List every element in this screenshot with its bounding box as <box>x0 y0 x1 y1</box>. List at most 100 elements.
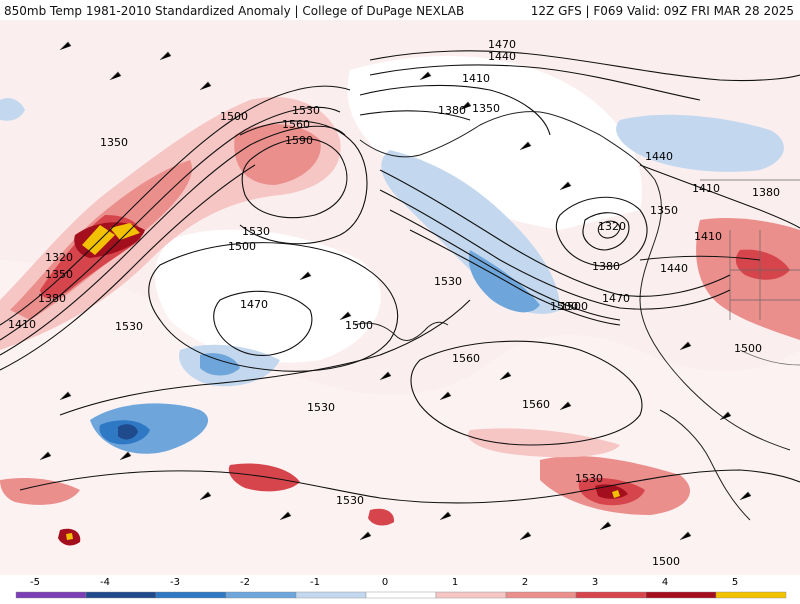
contour-label: 1500 <box>560 300 588 313</box>
colorbar-tick-label: 1 <box>452 577 458 588</box>
contour-label: 1470 <box>602 292 630 305</box>
contour-line <box>389 209 621 321</box>
colorbar-ticks: -5 -4 -3 -2 -1 0 1 2 3 4 5 <box>30 577 738 588</box>
extreme-warm-anomaly <box>66 533 73 540</box>
contour-line <box>379 169 731 297</box>
contour-label: 1500 <box>652 555 680 568</box>
contour-label: 1380 <box>752 186 780 199</box>
contour-label: 1530 <box>292 104 320 117</box>
contour-label: 1560 <box>282 118 310 131</box>
contour-label: 1320 <box>598 220 626 233</box>
contour-label: 1410 <box>694 230 722 243</box>
contour-line <box>59 299 471 416</box>
contour-label: 1350 <box>45 268 73 281</box>
colorbar-segment <box>155 591 227 599</box>
contour-label: 1410 <box>692 182 720 195</box>
contour-label: 1500 <box>734 342 762 355</box>
contour-line <box>639 164 800 229</box>
contour-label: 1350 <box>472 102 500 115</box>
colorbar-tick-label: -2 <box>240 577 250 588</box>
contour-label: 1530 <box>242 225 270 238</box>
contour-label: 1590 <box>285 134 313 147</box>
cold-anomaly-area <box>200 353 240 376</box>
warm-anomaly-area <box>0 478 80 505</box>
border-line <box>739 349 800 366</box>
warm-anomaly-area <box>696 218 800 340</box>
contour-label: 1440 <box>660 262 688 275</box>
contour-label: 1410 <box>462 72 490 85</box>
cold-anomaly-area <box>381 150 560 314</box>
coastline <box>359 111 791 451</box>
contour-line <box>379 189 731 310</box>
colorbar-tick-label: -5 <box>30 577 40 588</box>
contour-label: 1530 <box>575 472 603 485</box>
contour-line <box>359 84 551 136</box>
contour-label: 1440 <box>488 50 516 63</box>
contour-line <box>409 229 621 326</box>
extreme-warm-anomaly <box>82 223 140 255</box>
contour-line <box>359 110 471 121</box>
run-valid-time: 12Z GFS | F069 Valid: 09Z FRI MAR 28 202… <box>530 4 794 18</box>
coastlines <box>354 111 791 521</box>
contour-label: 1470 <box>488 38 516 51</box>
coastline <box>354 321 449 341</box>
anomaly-colorbar: -5 -4 -3 -2 -1 0 1 2 3 4 5 <box>0 575 800 600</box>
colorbar-tick-label: 5 <box>732 577 738 588</box>
warm-anomaly-area <box>234 124 321 185</box>
colorbar-segment <box>295 591 367 599</box>
warm-anomaly-area <box>735 249 790 280</box>
map-header: 850mb Temp 1981-2010 Standardized Anomal… <box>0 0 800 20</box>
colorbar-canvas: -5 -4 -3 -2 -1 0 1 2 3 4 5 <box>15 577 787 599</box>
warm-anomaly-area <box>368 508 395 526</box>
contour-label: 1500 <box>550 300 578 313</box>
colorbar-tick-label: -4 <box>100 577 110 588</box>
warm-anomaly-area <box>595 484 628 499</box>
warm-anomaly-area <box>468 428 620 458</box>
contour-line <box>19 469 800 504</box>
colorbar-segment <box>715 591 787 599</box>
colorbar-tick-label: -1 <box>310 577 320 588</box>
colorbar-segment <box>645 591 717 599</box>
contour-label: 1440 <box>645 150 673 163</box>
cold-anomaly-area <box>616 114 784 172</box>
contour-label: 1470 <box>240 298 268 311</box>
contour-line <box>369 50 800 82</box>
colorbar-segment <box>505 591 577 599</box>
wind-barb <box>39 41 752 541</box>
contour-label: 1530 <box>434 275 462 288</box>
cold-anomaly-area <box>118 424 138 440</box>
contour-label: 1380 <box>438 104 466 117</box>
contour-label: 1530 <box>307 401 335 414</box>
colorbar-segment <box>365 591 437 599</box>
contour-label: 1560 <box>522 398 550 411</box>
contour-label: 1500 <box>228 240 256 253</box>
contour-line <box>582 212 630 251</box>
colorbar-fill <box>15 591 787 599</box>
contour-label: 1350 <box>650 204 678 217</box>
colorbar-tick-label: -3 <box>170 577 180 588</box>
contour-label: 1500 <box>220 110 248 123</box>
contour-label: 1380 <box>592 260 620 273</box>
contour-line <box>639 255 761 261</box>
contour-label: 1530 <box>115 320 143 333</box>
wind-barbs <box>39 41 752 541</box>
contour-line <box>0 106 341 341</box>
contour-line <box>597 220 621 239</box>
extreme-warm-anomaly <box>612 490 620 498</box>
neutral-region <box>155 229 381 363</box>
contour-line <box>148 242 399 372</box>
cold-anomaly-area <box>0 98 25 121</box>
contour-label: 1410 <box>8 318 36 331</box>
contour-label: 1380 <box>38 292 66 305</box>
colorbar-tick-label: 3 <box>592 577 598 588</box>
colorbar-tick-label: 2 <box>522 577 528 588</box>
map-title: 850mb Temp 1981-2010 Standardized Anomal… <box>4 4 465 18</box>
contour-line <box>0 85 351 326</box>
contour-labels: 1470 1440 1410 1380 1350 1530 1500 1560 … <box>8 38 780 568</box>
colorbar-segment <box>435 591 507 599</box>
contour-label: 1350 <box>100 136 128 149</box>
contour-label: 1530 <box>336 494 364 507</box>
contour-label: 1500 <box>345 319 373 332</box>
map-canvas: 1470 1440 1410 1380 1350 1530 1500 1560 … <box>0 20 800 575</box>
